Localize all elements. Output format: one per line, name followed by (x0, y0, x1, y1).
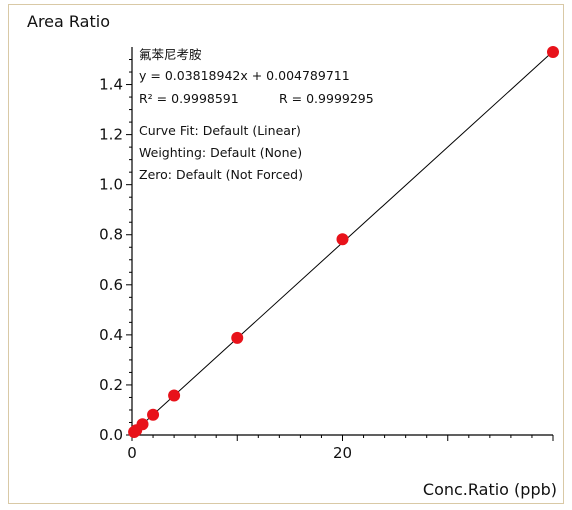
data-point (147, 408, 160, 421)
y-tick-label: 0.0 (99, 426, 123, 444)
curve-fit-text: Curve Fit: Default (Linear) (139, 123, 301, 138)
x-axis-title: Conc.Ratio (ppb) (423, 480, 557, 499)
y-tick-label: 0.8 (99, 226, 123, 244)
y-tick-label: 0.4 (99, 326, 123, 344)
y-tick-label: 1.0 (99, 176, 123, 194)
calibration-chart: Area Ratio Conc.Ratio (ppb) 0.0 0.2 0.4 0.6… (27, 12, 559, 499)
y-tick-label: 0.2 (99, 376, 123, 394)
regression-annotation: 氟苯尼考胺 y = 0.03818942x + 0.004789711 R² =… (139, 47, 374, 182)
x-tick-label: 20 (333, 444, 352, 462)
y-axis-ticks: 0.0 0.2 0.4 0.6 0.8 1.0 1.2 1.4 (99, 59, 132, 444)
y-axis-title: Area Ratio (27, 12, 110, 31)
data-point (136, 418, 149, 431)
y-tick-label: 1.2 (99, 126, 123, 144)
data-point (547, 46, 559, 59)
data-point (336, 233, 349, 246)
y-tick-label: 1.4 (99, 76, 123, 94)
chart-frame: Area Ratio Conc.Ratio (ppb) 0.0 0.2 0.4 0.6… (8, 4, 564, 504)
compound-name: 氟苯尼考胺 (139, 47, 202, 62)
r-squared: R² = 0.9998591 (139, 91, 239, 106)
data-point (231, 331, 244, 344)
data-point (168, 389, 181, 402)
regression-equation: y = 0.03818942x + 0.004789711 (139, 68, 350, 83)
r-value: R = 0.9999295 (279, 91, 374, 106)
zero-text: Zero: Default (Not Forced) (139, 167, 303, 182)
x-axis-ticks: 0 20 (127, 435, 554, 462)
y-tick-label: 0.6 (99, 276, 123, 294)
data-points (128, 46, 559, 438)
weighting-text: Weighting: Default (None) (139, 145, 302, 160)
x-tick-label: 0 (127, 444, 137, 462)
